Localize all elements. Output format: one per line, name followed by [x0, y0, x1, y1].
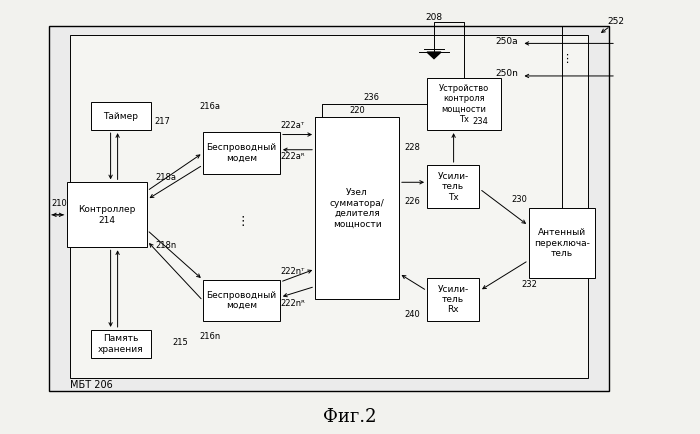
Text: МБТ 206: МБТ 206 — [70, 380, 113, 391]
Text: Антенный
переключа-
тель: Антенный переключа- тель — [534, 228, 589, 258]
Text: 250a: 250a — [496, 37, 518, 46]
Text: Усили-
тель
Rx: Усили- тель Rx — [438, 285, 469, 314]
FancyBboxPatch shape — [203, 280, 280, 321]
Text: Контроллер
214: Контроллер 214 — [78, 205, 135, 224]
Text: 218n: 218n — [155, 241, 176, 250]
Text: Усили-
тель
Tx: Усили- тель Tx — [438, 172, 469, 201]
Text: 208: 208 — [426, 13, 442, 22]
Text: Беспроводный
модем: Беспроводный модем — [206, 291, 276, 310]
Text: 226: 226 — [404, 197, 420, 206]
Text: 215: 215 — [173, 339, 188, 347]
Text: 252: 252 — [608, 17, 624, 26]
Text: 218a: 218a — [155, 174, 176, 182]
FancyBboxPatch shape — [70, 35, 588, 378]
Text: Узел
сумматора/
делителя
мощности: Узел сумматора/ делителя мощности — [330, 188, 384, 228]
FancyBboxPatch shape — [91, 330, 150, 358]
Text: 220: 220 — [349, 106, 365, 115]
Text: ⋮: ⋮ — [561, 53, 573, 64]
Text: 216n: 216n — [199, 332, 220, 341]
FancyBboxPatch shape — [91, 102, 150, 130]
Text: 210: 210 — [51, 200, 66, 208]
Text: 222aᵀ: 222aᵀ — [281, 122, 304, 130]
Text: Таймер: Таймер — [104, 112, 139, 121]
Text: 240: 240 — [405, 310, 420, 319]
FancyBboxPatch shape — [427, 278, 480, 321]
Text: Беспроводный
модем: Беспроводный модем — [206, 143, 276, 163]
Text: 228: 228 — [404, 143, 420, 152]
FancyBboxPatch shape — [528, 208, 595, 278]
FancyBboxPatch shape — [315, 117, 399, 299]
Text: 222aᴿ: 222aᴿ — [280, 152, 304, 161]
FancyBboxPatch shape — [66, 182, 147, 247]
Text: Устройство
контроля
мощности
Tx: Устройство контроля мощности Tx — [439, 84, 489, 124]
Text: 216a: 216a — [199, 102, 220, 111]
Text: 222nᴿ: 222nᴿ — [280, 299, 305, 308]
Text: 230: 230 — [511, 195, 527, 204]
FancyBboxPatch shape — [203, 132, 280, 174]
FancyBboxPatch shape — [427, 165, 480, 208]
FancyBboxPatch shape — [49, 26, 609, 391]
Text: 234: 234 — [473, 117, 489, 126]
Polygon shape — [427, 52, 441, 59]
Text: ⋮: ⋮ — [237, 215, 249, 228]
Text: 236: 236 — [363, 93, 379, 102]
Text: Память
хранения: Память хранения — [98, 334, 144, 354]
Text: 250n: 250n — [495, 69, 518, 78]
Text: 232: 232 — [522, 280, 538, 289]
Text: 222nᵀ: 222nᵀ — [281, 267, 304, 276]
Text: Фиг.2: Фиг.2 — [323, 408, 377, 426]
FancyBboxPatch shape — [427, 78, 500, 130]
Text: 217: 217 — [154, 117, 170, 126]
